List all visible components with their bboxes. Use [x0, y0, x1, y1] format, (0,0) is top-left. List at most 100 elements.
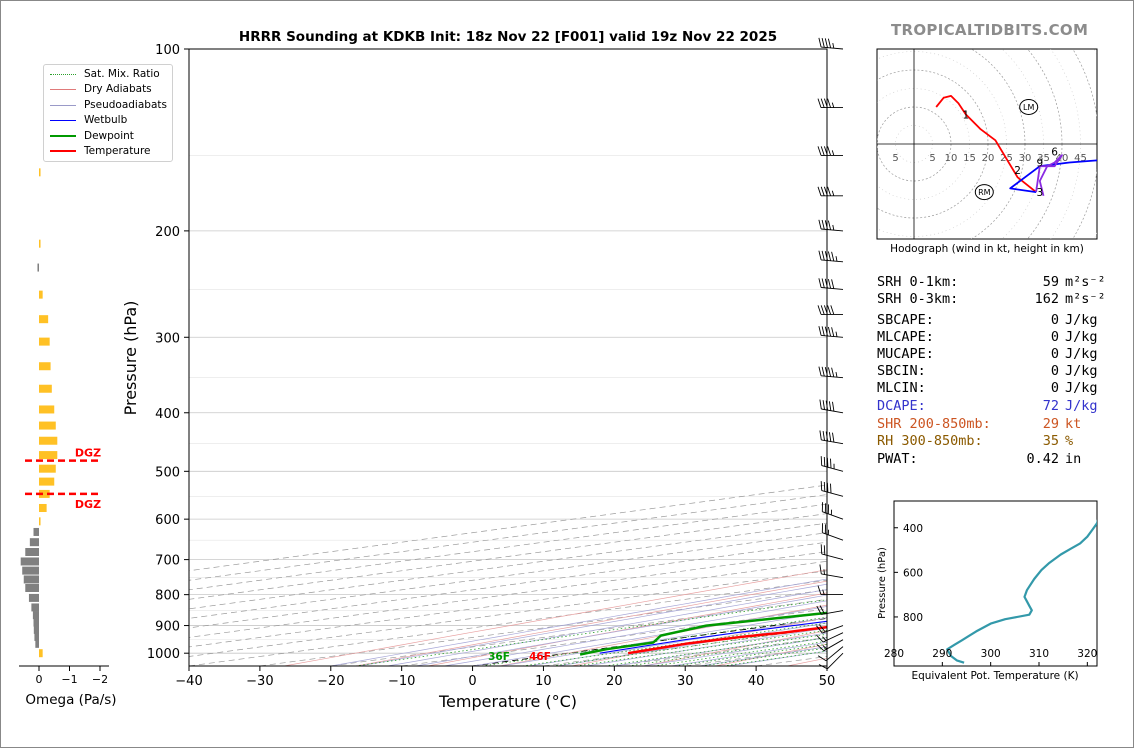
barb-flag	[819, 278, 821, 287]
omega-bar	[34, 626, 39, 634]
index-unit: %	[1059, 433, 1073, 450]
barb-flag	[828, 251, 830, 260]
barb-flag	[832, 252, 834, 261]
legend-item-temperature: Temperature	[50, 144, 151, 158]
theta-e-y-tick-label: 400	[903, 523, 923, 535]
barb-flag	[821, 187, 824, 196]
x-tick-label: 0	[468, 674, 476, 689]
legend-item-wetbulb: Wetbulb	[50, 113, 127, 127]
legend-label: Dry Adiabats	[84, 83, 152, 95]
barb-flag	[819, 326, 821, 335]
legend-label: Sat. Mix. Ratio	[84, 68, 160, 80]
index-unit: J/kg	[1059, 363, 1098, 380]
barb-flag	[822, 326, 824, 335]
index-value: 0	[999, 346, 1059, 363]
omega-bar	[39, 385, 52, 393]
legend-item-sat-mix-ratio: Sat. Mix. Ratio	[50, 67, 160, 81]
hodograph-ring-label: 30	[1019, 153, 1032, 164]
x-tick-label: 50	[819, 674, 836, 689]
wind-barb	[820, 400, 843, 413]
omega-bar	[39, 291, 43, 299]
index-label: SRH 0-1km:	[877, 274, 999, 291]
barb-flag	[821, 146, 824, 155]
barb-half-flag	[832, 191, 834, 196]
hodograph-ring-label: 15	[963, 153, 976, 164]
surface-dewpoint-label: 36F	[488, 651, 510, 663]
index-unit: J/kg	[1059, 398, 1098, 415]
barb-flag	[833, 433, 834, 442]
theta-e-x-tick-label: 300	[981, 648, 1001, 660]
index-unit: J/kg	[1059, 346, 1098, 363]
omega-bar	[39, 451, 57, 459]
barb-flag	[825, 38, 827, 47]
omega-x-tick-label: −1	[61, 673, 77, 686]
barb-half-flag	[836, 256, 837, 261]
barb-flag	[829, 432, 830, 441]
barb-staff	[821, 260, 843, 262]
skewt-frame	[189, 49, 827, 666]
omega-bar	[34, 633, 39, 641]
barb-flag	[828, 221, 830, 230]
theta-e-x-tick-label: 280	[884, 648, 904, 660]
index-unit: J/kg	[1059, 329, 1098, 346]
hodograph-height-label: 1	[962, 109, 969, 121]
hodograph-height-label: 6	[1051, 146, 1058, 158]
barb-flag	[818, 586, 821, 595]
index-label: SHR 200-850mb:	[877, 416, 999, 433]
theta-e-y-tick-label: 600	[903, 567, 923, 579]
theta-e-x-tick-label: 320	[1077, 648, 1097, 660]
omega-x-tick-label: 0	[36, 673, 43, 686]
barb-flag	[821, 305, 824, 314]
index-unit: in	[1059, 451, 1081, 468]
hodograph-height-label: 2	[1014, 165, 1021, 177]
index-label: SBCIN:	[877, 363, 999, 380]
barb-staff	[827, 653, 843, 669]
barb-flag	[820, 431, 821, 440]
barb-half-flag	[833, 43, 834, 48]
y-tick-label: 200	[155, 225, 180, 240]
x-tick-label: 10	[535, 674, 552, 689]
barb-flag	[822, 220, 824, 229]
barb-flag	[820, 400, 821, 409]
y-tick-label: 600	[155, 513, 180, 528]
barb-flag	[821, 99, 824, 108]
legend-swatch	[50, 105, 76, 106]
omega-bar	[39, 422, 56, 430]
index-label: SRH 0-3km:	[877, 291, 999, 308]
y-tick-label: 100	[155, 43, 180, 58]
barb-half-flag	[824, 569, 825, 574]
index-unit: J/kg	[1059, 312, 1098, 329]
hodograph-height-label: 9	[1036, 158, 1043, 170]
omega-bar	[39, 504, 47, 512]
x-tick-label: −40	[175, 674, 202, 689]
wind-barb	[821, 456, 843, 471]
omega-bar	[39, 168, 41, 176]
barb-flag	[820, 565, 821, 574]
x-tick-label: 40	[748, 674, 765, 689]
index-value: 35	[999, 433, 1059, 450]
skewt-x-label: Temperature (°C)	[438, 692, 577, 711]
barb-flag	[824, 482, 825, 491]
theta-e-y-label: Pressure (hPa)	[877, 547, 888, 619]
omega-bar	[39, 465, 56, 473]
barb-half-flag	[836, 332, 837, 337]
barb-flag	[831, 305, 834, 314]
omega-bar	[31, 603, 39, 611]
legend-swatch	[50, 135, 76, 137]
index-label: MLCAPE:	[877, 329, 999, 346]
y-tick-label: 1000	[147, 647, 180, 662]
y-tick-label: 300	[155, 331, 180, 346]
hodograph-ring-label: 5	[929, 153, 935, 164]
omega-bar	[35, 640, 39, 648]
hodograph-ring-label: 5	[892, 153, 898, 164]
hodograph-height-label: 3	[1036, 187, 1043, 199]
omega-bar	[29, 594, 39, 602]
barb-flag	[831, 484, 832, 494]
barb-flag	[823, 400, 824, 409]
theta-e-y-tick-label: 800	[903, 612, 923, 624]
theta-e-frame	[894, 501, 1097, 666]
